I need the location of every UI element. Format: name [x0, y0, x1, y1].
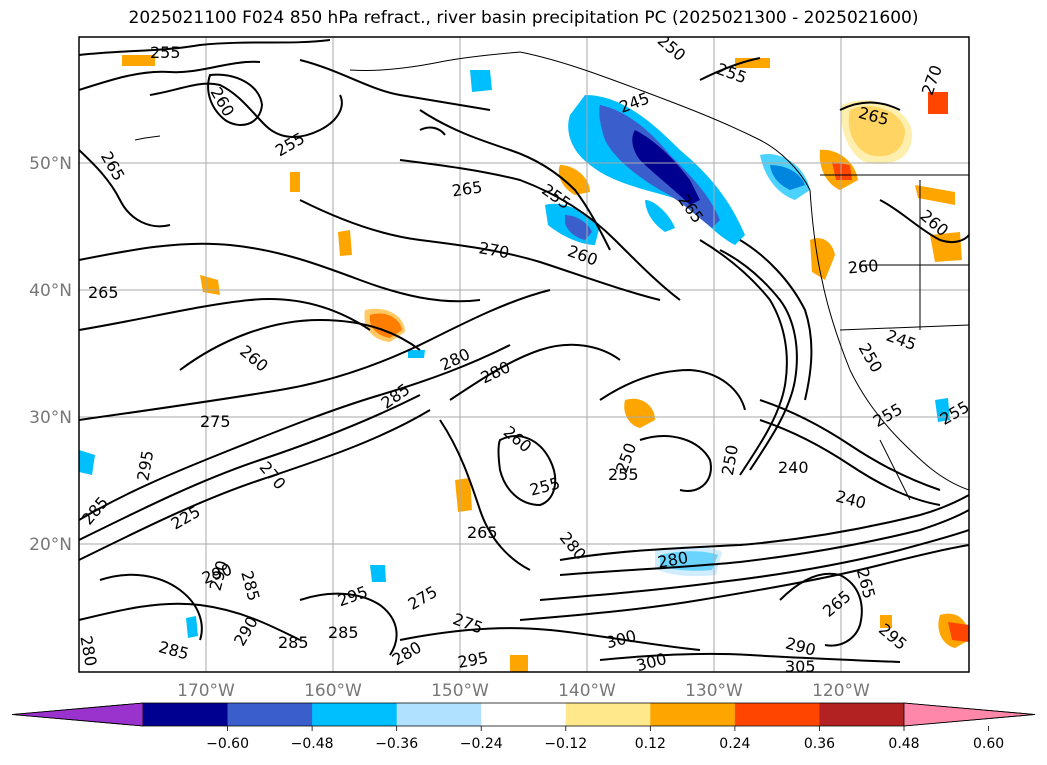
coastlines — [134, 51, 969, 501]
yellow-anomaly-area — [841, 100, 912, 164]
orange-anomaly-area — [510, 655, 528, 672]
colorbar-outline — [11, 702, 1036, 727]
orange-anomaly-area — [455, 478, 472, 512]
blue-anomaly-area — [186, 616, 198, 638]
colorbar-tick-label: −0.60 — [206, 736, 249, 752]
contour-label: 305 — [785, 657, 816, 676]
red-anomaly-area — [948, 622, 969, 642]
orange-anomaly-area — [364, 308, 405, 342]
colorbar-tick-label: 0.24 — [719, 736, 750, 752]
lon-label: 170°W — [177, 681, 235, 701]
colorbar-extend-min — [11, 702, 144, 727]
contour-label: 285 — [328, 623, 359, 642]
contour-label: 280 — [76, 634, 100, 667]
contour-label: 255 — [150, 43, 181, 62]
colorbar-tick-label: −0.48 — [291, 736, 334, 752]
lon-label: 160°W — [304, 681, 362, 701]
orange-anomaly-area — [558, 165, 590, 195]
orange-anomaly-area — [338, 230, 352, 256]
colorbar-tick-label: −0.12 — [544, 736, 587, 752]
lat-label: 20°N — [29, 535, 72, 555]
orange-anomaly-area — [122, 55, 155, 66]
contour-label: 300 — [634, 649, 668, 675]
blue-anomaly-area — [370, 565, 386, 582]
longitude-labels: 170°W 160°W 150°W 140°W 130°W 120°W — [177, 681, 870, 701]
blue-anomaly-area — [935, 398, 950, 422]
colorbar-segment — [819, 703, 905, 726]
red-anomaly-area — [928, 92, 948, 114]
colorbar-tick-label: −0.36 — [375, 736, 418, 752]
colorbar-segment — [396, 703, 482, 726]
contour-label: 240 — [778, 458, 809, 477]
orange-anomaly-area — [915, 185, 955, 205]
graticule — [79, 37, 969, 672]
map-title: 2025021100 F024 850 hPa refract., river … — [128, 8, 919, 28]
map-frame — [78, 36, 970, 673]
colorbar-tick-label: 0.12 — [635, 736, 666, 752]
colorbar-tick-label: −0.24 — [460, 736, 503, 752]
colorbar-segment — [481, 703, 567, 726]
lon-label: 120°W — [812, 681, 870, 701]
precip-anomaly-fill — [79, 55, 969, 672]
blue-anomaly-area — [645, 200, 675, 232]
contour-label: 265 — [451, 177, 484, 200]
contour-label: 265 — [467, 523, 498, 542]
contour-label: 260 — [847, 256, 879, 278]
colorbar-tick-label: 0.60 — [973, 736, 1004, 752]
blue-anomaly-area — [408, 350, 425, 358]
lat-label: 50°N — [29, 154, 72, 174]
mid-blue-anomaly-area — [565, 215, 592, 240]
colorbar-tick-label: 0.48 — [888, 736, 919, 752]
lat-label: 40°N — [29, 281, 72, 301]
colorbar-segment — [312, 703, 398, 726]
contour-label: 255 — [608, 465, 639, 484]
contour-label: 265 — [88, 283, 119, 302]
colorbar-segment — [227, 703, 313, 726]
contour-label: 275 — [200, 412, 231, 431]
blue-anomaly-area — [760, 154, 810, 200]
colorbar: −0.60 −0.48 −0.36 −0.24 −0.12 0.12 0.24 0.36 0.4… — [11, 702, 1036, 752]
colorbar-segment — [143, 703, 229, 726]
orange-anomaly-area — [735, 58, 770, 68]
lon-label: 150°W — [431, 681, 489, 701]
lat-label: 30°N — [29, 408, 72, 428]
orange-anomaly-area — [624, 398, 655, 428]
light-blue-anomaly-area — [655, 546, 722, 577]
lon-label: 140°W — [558, 681, 616, 701]
colorbar-segment — [734, 703, 820, 726]
lon-label: 130°W — [685, 681, 743, 701]
colorbar-tick-label: 0.36 — [804, 736, 835, 752]
navy-anomaly-area — [632, 130, 700, 205]
contour-label: 285 — [278, 633, 309, 652]
orange-anomaly-area — [880, 615, 892, 628]
orange-anomaly-area — [290, 172, 300, 192]
colorbar-segment — [565, 703, 651, 726]
blue-anomaly-area — [79, 450, 95, 475]
latitude-labels: 50°N 40°N 30°N 20°N — [29, 154, 72, 555]
colorbar-segment — [650, 703, 736, 726]
refractivity-contours — [79, 39, 969, 663]
colorbar-extend-max — [903, 702, 1036, 727]
blue-anomaly-area — [470, 70, 492, 92]
